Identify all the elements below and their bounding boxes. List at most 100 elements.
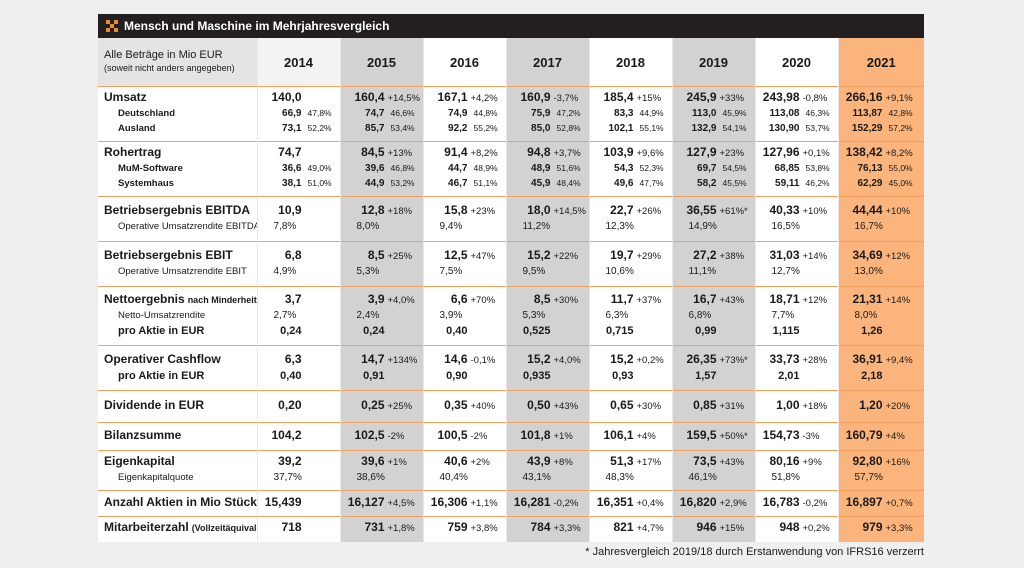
row-values: 48,9 51,6% <box>507 163 589 178</box>
row-values: 73,5 +43% <box>673 454 755 472</box>
change: 55,2% <box>473 123 498 133</box>
value: 45,9 <box>531 178 551 189</box>
label-cell: Anzahl Aktien in Mio Stück <box>98 490 257 517</box>
row-values: 8,5 +30% <box>507 292 589 310</box>
value: 243,98 <box>762 90 800 104</box>
label-cell: Betriebsergebnis EBITDA Operative Umsatzr… <box>98 196 257 242</box>
row-values: 3,7 <box>258 292 340 310</box>
row-values: 0,91 <box>341 370 423 385</box>
row-values: 37,7% <box>258 472 340 487</box>
change: +8,2% <box>470 148 498 159</box>
value-cell: 266,16 +9,1% 113,87 42,8% 152,29 57,2% <box>837 86 924 142</box>
change: +61%* <box>719 205 748 217</box>
row-values: 31,03 +14% <box>756 248 838 266</box>
change: +4,0% <box>553 354 581 366</box>
row-values: 46,7 51,1% <box>424 178 506 193</box>
row-values: 80,16 +9% <box>756 454 838 472</box>
row-values: 40,4% <box>424 472 506 487</box>
row-values: 9,5% <box>507 266 589 281</box>
row-values: 1,00 +18% <box>756 398 838 416</box>
label: Rohertrag <box>104 145 162 159</box>
change: +16% <box>885 457 911 468</box>
row-values: 0,525 <box>507 325 589 340</box>
value: 18,71 <box>769 292 800 306</box>
value: 27,2 <box>693 247 717 262</box>
row-values: 0,90 <box>424 370 506 385</box>
value: 46,7 <box>448 178 468 189</box>
value-cell: 948 +0,2% <box>754 516 838 542</box>
row-values: 85,0 52,8% <box>507 123 589 138</box>
value: 2,01 <box>778 369 800 382</box>
label-note: nach Minderheiten <box>187 295 257 305</box>
row-values: 0,935 <box>507 370 589 385</box>
row-values: 36,55 +61%* <box>673 203 755 221</box>
row-values: 0,715 <box>590 325 672 340</box>
row-values: 36,91 +9,4% <box>839 352 924 370</box>
change: 52,3% <box>639 163 664 173</box>
change: 46,2% <box>805 178 830 188</box>
change: +0,2% <box>636 354 664 366</box>
label: Umsatz <box>104 90 147 104</box>
value: 36,6 <box>282 163 302 174</box>
row-label: pro Aktie in EUR <box>104 370 257 385</box>
value: 14,9% <box>688 220 717 232</box>
change: +4,0% <box>387 295 415 306</box>
row-values: 40,6 +2% <box>424 454 506 472</box>
change: +12% <box>802 295 828 306</box>
row-values: 11,1% <box>673 266 755 281</box>
row-values: 84,5 +13% <box>341 145 423 163</box>
label-cell: Betriebsergebnis EBIT Operative Umsatzren… <box>98 241 257 287</box>
year-header: 2017 <box>505 38 589 87</box>
value: 43,1% <box>522 472 551 483</box>
row-values: 43,9 +8% <box>507 454 589 472</box>
row-values: 152,29 57,2% <box>839 123 924 138</box>
value: 43,9 <box>527 454 551 468</box>
value: 68,85 <box>774 163 800 174</box>
label-cell: Dividende in EUR <box>98 390 257 423</box>
value-cell: 138,42 +8,2% 76,13 55,0% 62,29 45,0% <box>837 141 924 197</box>
value: 37,7% <box>273 472 302 483</box>
row-values: 16,281 -0,2% <box>507 495 589 513</box>
value-cell: 74,7 36,6 49,0% 38,1 51,0% <box>256 141 340 197</box>
value: 33,73 <box>769 351 800 366</box>
change: +13% <box>387 148 413 159</box>
change: +4% <box>885 430 905 442</box>
row-values: 15,2 +4,0% <box>507 352 589 370</box>
change: 42,8% <box>888 108 913 118</box>
change: +0,7% <box>885 497 913 509</box>
row-values: 22,7 +26% <box>590 203 672 221</box>
value: 19,7 <box>610 247 634 262</box>
change: 53,7% <box>805 123 830 133</box>
value: 266,16 <box>845 90 883 104</box>
value: 80,16 <box>769 454 800 468</box>
change: 46,8% <box>390 163 415 173</box>
label: MuM-Software <box>118 163 183 174</box>
change: +3,8% <box>470 523 498 535</box>
change: +25% <box>387 400 413 412</box>
change: +38% <box>719 250 745 262</box>
row-values: 6,6 +70% <box>424 292 506 310</box>
label: Ausland <box>118 123 156 134</box>
value-cell: 154,73 -3% <box>754 422 838 451</box>
value-cell: 0,85 +31% <box>671 390 755 423</box>
value: 6,8 <box>284 247 302 262</box>
row-values: 185,4 +15% <box>590 90 672 108</box>
change: 53,4% <box>390 123 415 133</box>
value: 104,2 <box>271 427 302 442</box>
change: +23% <box>719 148 745 159</box>
value: 5,3% <box>522 310 546 321</box>
value: 73,1 <box>282 123 302 134</box>
change: +15% <box>636 93 662 104</box>
row-values: 4,9% <box>258 266 340 281</box>
value: 0,20 <box>278 397 302 412</box>
value: 16,783 <box>762 494 800 509</box>
value-cell: 44,44 +10% 16,7% <box>837 196 924 242</box>
value: 160,4 <box>354 90 385 104</box>
row-values: 102,1 55,1% <box>590 123 672 138</box>
value-cell: 12,5 +47% 7,5% <box>422 241 506 287</box>
row-label: Operative Umsatzrendite EBITDA <box>104 221 257 236</box>
row-values: 0,99 <box>673 325 755 340</box>
row-values: 103,9 +9,6% <box>590 145 672 163</box>
value-cell: 16,7 +43% 6,8% 0,99 <box>671 286 755 346</box>
